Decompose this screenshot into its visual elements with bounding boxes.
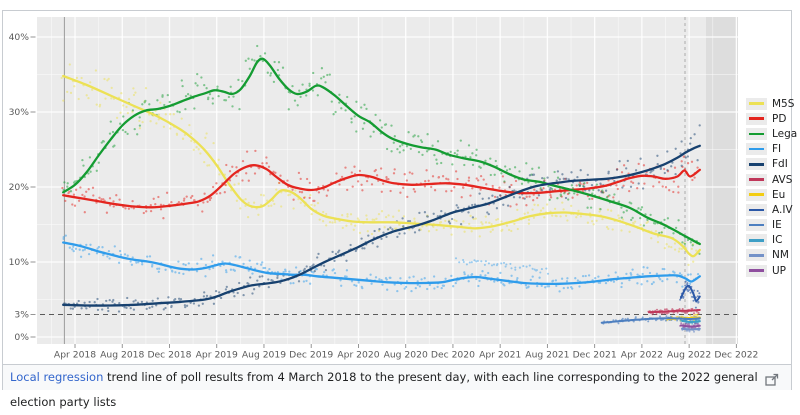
x-tick-label: Apr 2019 <box>196 350 238 361</box>
legend-label-nm: NM <box>772 249 789 262</box>
x-tick-label: Apr 2018 <box>54 350 96 361</box>
x-tick-label: Dec 2020 <box>431 350 475 361</box>
x-tick-label: Apr 2020 <box>337 350 379 361</box>
legend-item-fi: FI <box>746 142 797 157</box>
x-tick-label: Dec 2018 <box>147 350 191 361</box>
trend-line-up <box>679 324 701 328</box>
caption-bar: Local regression trend line of poll resu… <box>3 364 791 409</box>
caption-link[interactable]: Local regression <box>10 370 104 384</box>
plot-background <box>37 17 738 344</box>
trend-line-ie <box>600 317 701 324</box>
legend-item-fdi: FdI <box>746 157 797 172</box>
x-tick-label: Apr 2022 <box>621 350 663 361</box>
legend-label-ic: IC <box>772 234 783 247</box>
y-tick-label: 3% <box>14 310 29 321</box>
legend-swatch-pd <box>746 112 767 125</box>
trend-line-lega <box>62 57 701 246</box>
poll-trend-chart: 0% 3% 10% 20% 30% 40% Apr 2018 Aug 2018 Dec 2018… <box>9 17 758 361</box>
legend-label-avs: AVS <box>772 173 793 186</box>
legend-item-ie: IE <box>746 218 797 233</box>
legend-label-aiv: A.IV <box>772 203 793 216</box>
y-tick-label: 40% <box>9 32 30 43</box>
legend-item-pd: PD <box>746 111 797 126</box>
legend-swatch-aiv <box>746 203 767 216</box>
x-tick-label: Aug 2018 <box>100 350 144 361</box>
y-tick-label: 30% <box>9 107 30 118</box>
legend-swatch-fi <box>746 143 767 156</box>
x-tick-label: Aug 2020 <box>384 350 428 361</box>
x-tick-label: Dec 2022 <box>714 350 758 361</box>
legend-label-ie: IE <box>772 219 782 232</box>
trend-line-aiv <box>679 284 701 303</box>
x-tick-label: Dec 2019 <box>289 350 333 361</box>
legend-label-m5s: M5S <box>772 97 795 110</box>
legend-label-fdi: FdI <box>772 158 788 171</box>
legend-swatch-ic <box>746 234 767 247</box>
caption-text: trend line of poll results from 4 March … <box>10 370 758 409</box>
trend-line-nm <box>681 327 701 331</box>
legend-label-pd: PD <box>772 112 787 125</box>
legend-swatch-m5s <box>746 97 767 110</box>
chart-legend: M5S PD Lega FI FdI AVS Eu A.IV IE IC NM UP <box>746 96 797 278</box>
trend-line-pd <box>62 164 701 209</box>
legend-item-eu: Eu <box>746 187 797 202</box>
legend-item-up: UP <box>746 263 797 278</box>
legend-item-nm: NM <box>746 248 797 263</box>
x-tick-label: Aug 2019 <box>242 350 286 361</box>
y-tick-label: 10% <box>9 257 30 268</box>
legend-label-lega: Lega <box>772 127 798 140</box>
stray-scatter <box>454 257 550 275</box>
x-tick-label: Dec 2021 <box>573 350 617 361</box>
trend-line-ic <box>681 319 701 324</box>
legend-item-lega: Lega <box>746 126 797 141</box>
trend-line-m5s <box>62 74 701 258</box>
legend-swatch-avs <box>746 173 767 186</box>
trend-line-fi <box>62 241 701 286</box>
legend-label-up: UP <box>772 264 787 277</box>
legend-item-avs: AVS <box>746 172 797 187</box>
legend-item-ic: IC <box>746 233 797 248</box>
trend-line-avs <box>648 309 701 314</box>
y-tick-label: 20% <box>9 182 30 193</box>
expand-chart-icon[interactable] <box>765 371 779 386</box>
y-tick-label: 0% <box>14 332 29 343</box>
future-period-band <box>706 17 738 344</box>
x-tick-label: Aug 2021 <box>525 350 569 361</box>
legend-swatch-ie <box>746 219 767 232</box>
x-tick-label: Aug 2022 <box>667 350 711 361</box>
x-tick-label: Apr 2021 <box>479 350 521 361</box>
legend-label-eu: Eu <box>772 188 786 201</box>
legend-item-m5s: M5S <box>746 96 797 111</box>
legend-swatch-nm <box>746 249 767 262</box>
legend-item-aiv: A.IV <box>746 202 797 217</box>
legend-swatch-up <box>746 264 767 277</box>
legend-label-fi: FI <box>772 143 782 156</box>
trend-line-fdi <box>62 144 701 307</box>
legend-swatch-fdi <box>746 158 767 171</box>
legend-swatch-lega <box>746 127 767 140</box>
legend-swatch-eu <box>746 188 767 201</box>
